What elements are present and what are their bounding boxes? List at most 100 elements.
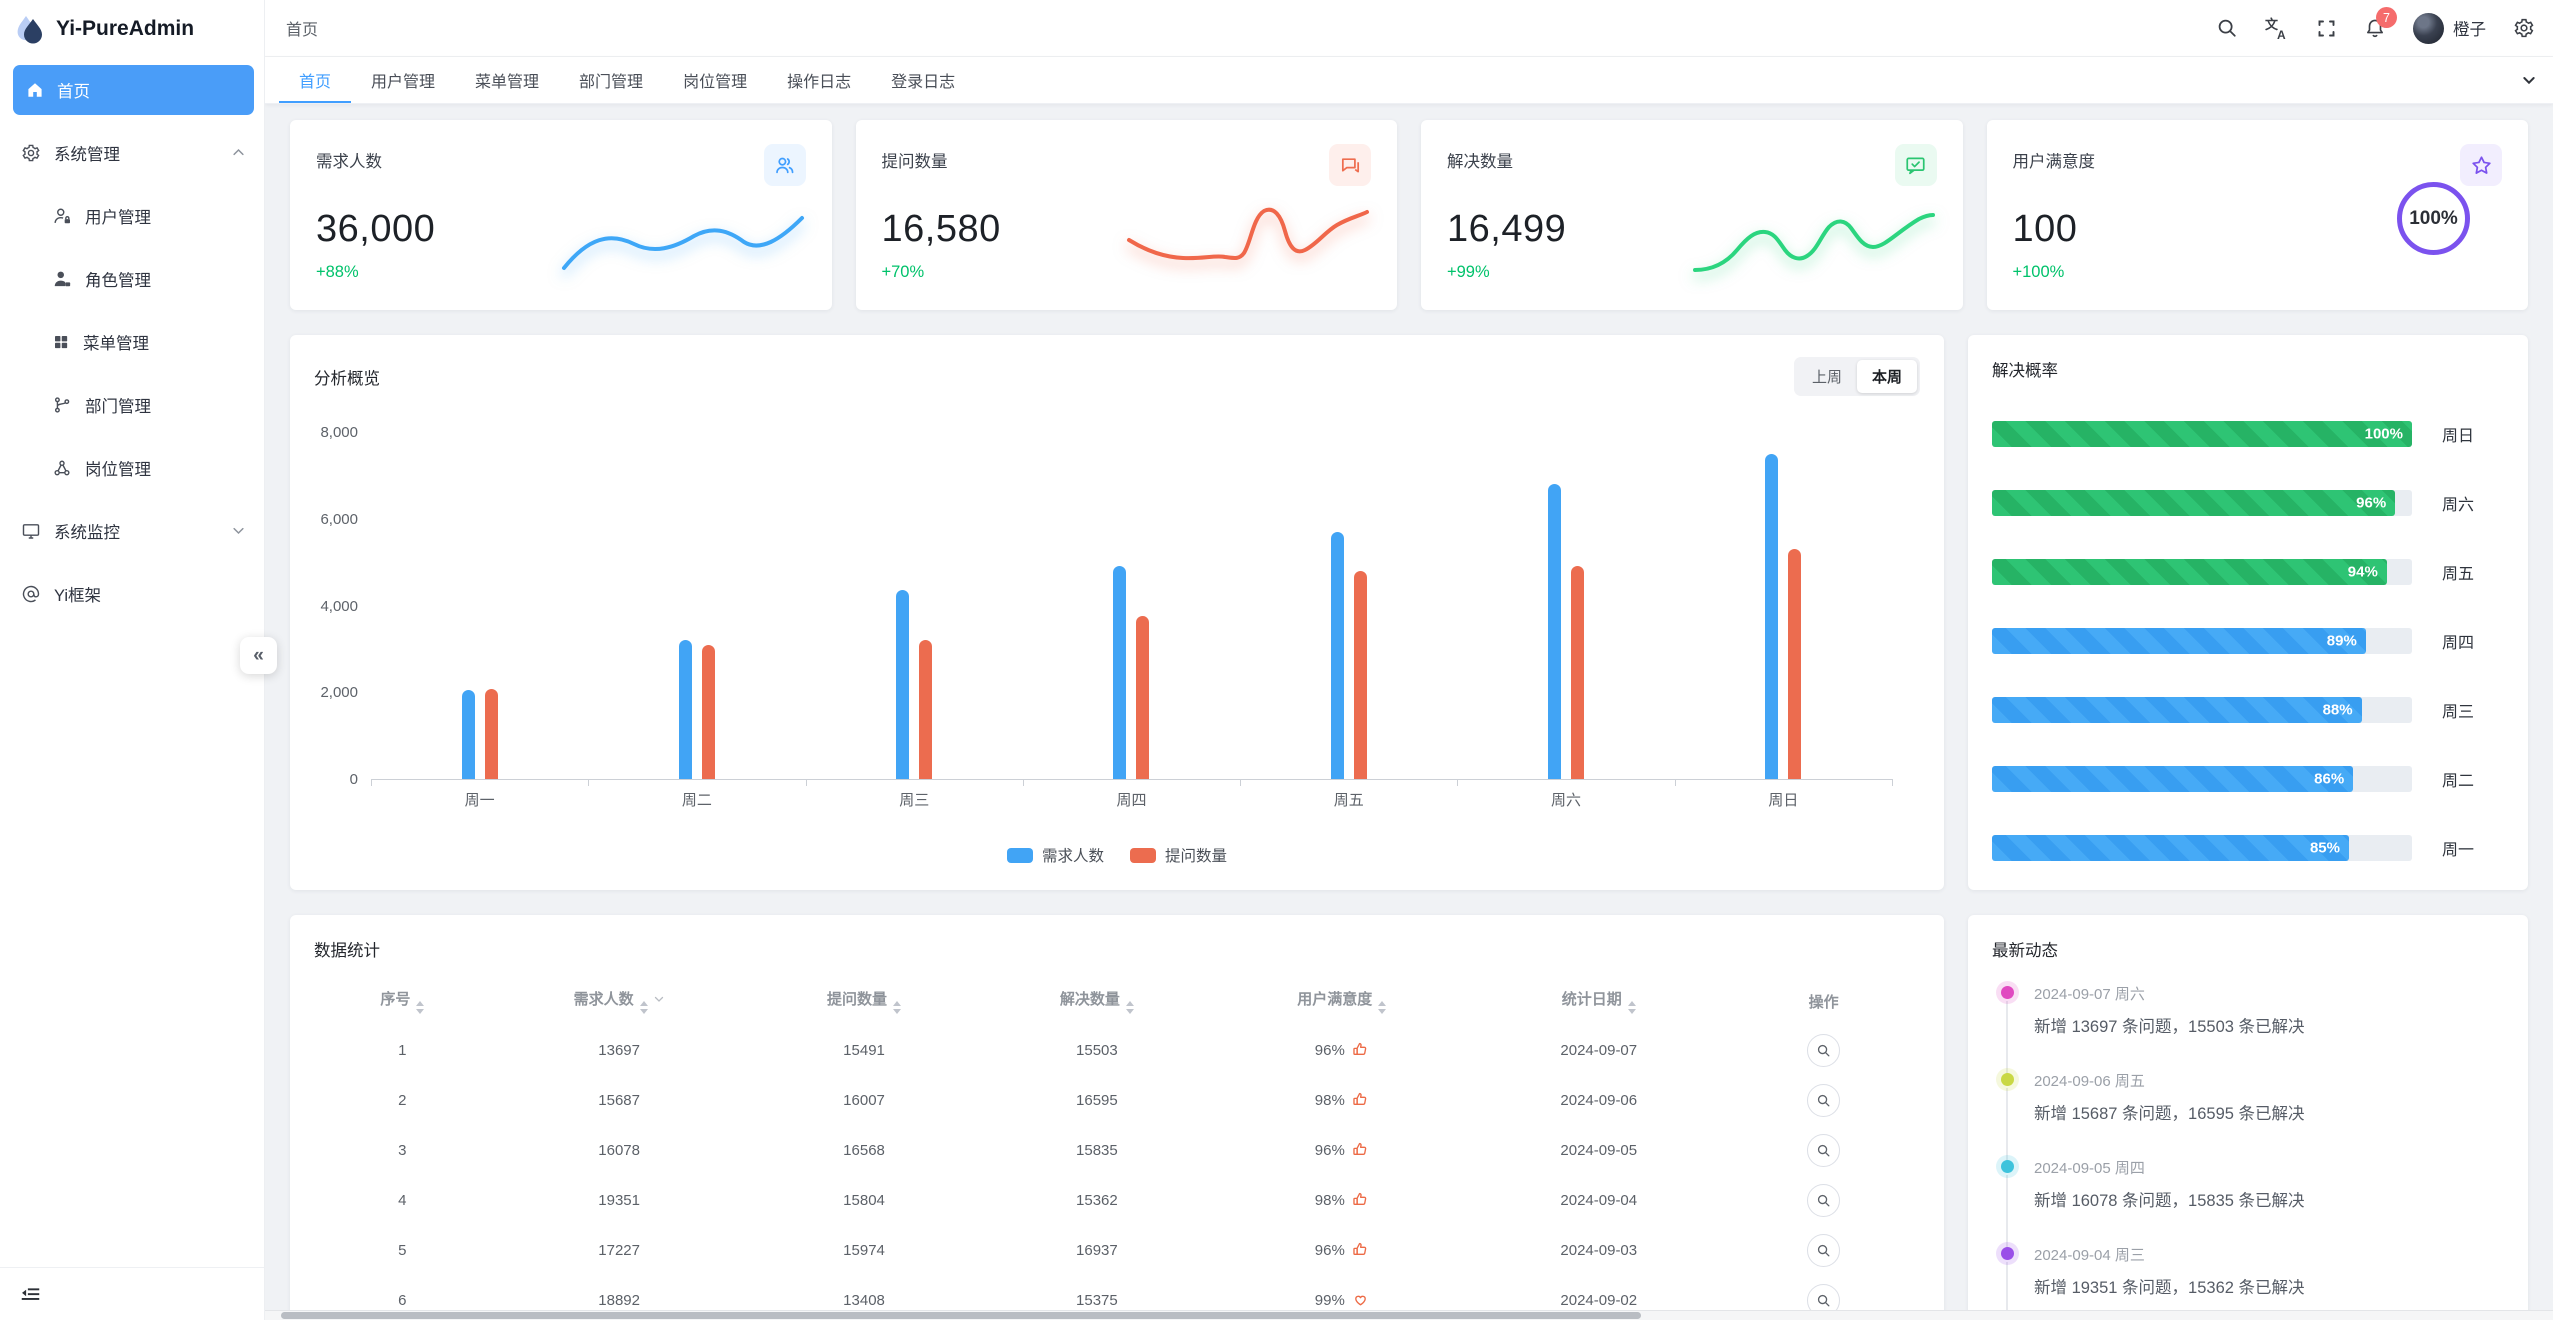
legend-item-需求人数[interactable]: 需求人数 [1006,844,1104,866]
axis-tick [805,779,807,786]
chart-legend: 需求人数 提问数量 [314,844,1920,866]
search-icon[interactable] [2216,17,2238,39]
sort-descending-icon[interactable] [639,1008,648,1014]
view-detail-button[interactable] [1807,1083,1841,1117]
fullscreen-icon[interactable] [2316,18,2337,39]
progress-row-周日: 100% 周日 [1992,421,2504,447]
sidebar-item-6[interactable]: 部门管理 [0,373,264,436]
sort-ascending-icon[interactable] [416,1001,425,1007]
sort-descending-icon[interactable] [1627,1008,1636,1014]
sort-carets[interactable] [1378,1001,1387,1014]
user-lock-icon [52,206,72,226]
column-header-解决数量[interactable]: 解决数量 [980,977,1213,1025]
sort-carets[interactable] [893,1001,902,1014]
column-header-用户满意度[interactable]: 用户满意度 [1213,977,1470,1025]
tabbar: 首页 用户管理 菜单管理 部门管理 岗位管理 操作日志 登录日志 [265,57,2553,104]
tab-7[interactable]: 登录日志 [871,57,975,103]
week-toggle-上周[interactable]: 上周 [1811,369,1842,386]
view-detail-button[interactable] [1807,1233,1841,1267]
filter-chevron-down-icon[interactable] [653,993,665,1005]
progress-day-label: 周三 [2442,704,2475,721]
sidebar-collapse-button[interactable]: « [240,637,277,674]
view-detail-button[interactable] [1807,1183,1841,1217]
sort-carets[interactable] [1125,1001,1134,1014]
cell-date: 2024-09-07 [1560,1041,1638,1059]
sidebar-item-2[interactable]: 系统管理 [0,121,264,184]
cell-demand: 16078 [598,1141,640,1159]
horizontal-scrollbar-thumb[interactable] [281,1312,1641,1319]
cell-solved: 16937 [1076,1241,1118,1259]
column-header-操作[interactable]: 操作 [1727,977,1920,1025]
progress-day-label: 周六 [2442,497,2475,514]
timeline: 2024-09-07 周六 新增 13697 条问题，15503 条已解决 2024… [1992,983,2504,1320]
progress-track: 86% [1992,766,2412,792]
sort-descending-icon[interactable] [1378,1008,1387,1014]
cell-date: 2024-09-02 [1560,1291,1638,1309]
view-detail-button[interactable] [1807,1033,1841,1067]
sort-ascending-icon[interactable] [893,1001,902,1007]
stat-card-icon-box [1894,144,1937,186]
sort-descending-icon[interactable] [416,1008,425,1014]
tab-3[interactable]: 菜单管理 [455,57,559,103]
breadcrumb[interactable]: 首页 [286,22,319,39]
analysis-overview-title: 分析概览 [314,369,380,388]
sort-ascending-icon[interactable] [1125,1001,1134,1007]
notifications-bell-icon[interactable]: 7 [2364,7,2397,39]
week-toggle-本周[interactable]: 本周 [1856,360,1917,393]
sidebar-item-label: 系统监控 [54,523,120,542]
progress-day-label: 周二 [2442,773,2475,790]
cell-date: 2024-09-03 [1560,1241,1638,1259]
sidebar-item-7[interactable]: 岗位管理 [0,436,264,499]
legend-item-提问数量[interactable]: 提问数量 [1130,844,1227,866]
table-row: 2 15687 16007 16595 98% 2024-09-06 [314,1075,1920,1125]
logo[interactable]: Yi-PureAdmin [0,0,264,57]
column-header-提问数量[interactable]: 提问数量 [748,977,981,1025]
tabs-chevron-down-icon[interactable] [2521,57,2537,103]
sort-descending-icon[interactable] [893,1008,902,1014]
sort-ascending-icon[interactable] [639,1001,648,1007]
tab-6[interactable]: 操作日志 [767,57,871,103]
tab-2[interactable]: 用户管理 [351,57,455,103]
sort-carets[interactable] [416,1001,425,1014]
tab-label: 操作日志 [787,74,852,91]
x-axis-label: 周四 [1116,792,1147,809]
sort-carets[interactable] [1627,1001,1636,1014]
tab-5[interactable]: 岗位管理 [663,57,767,103]
cell-date: 2024-09-04 [1560,1191,1638,1209]
bar-提问数量 [1788,549,1802,779]
progress-track: 100% [1992,421,2412,447]
progress-value: 85% [2309,839,2340,857]
progress-track: 94% [1992,559,2412,585]
statistics-table: 序号 需求人数 提问数量 解决数量 用户满意度 统计日期 操作 1 13697 15491 1550… [314,977,1920,1320]
sort-ascending-icon[interactable] [1627,1001,1636,1007]
tab-4[interactable]: 部门管理 [559,57,663,103]
stat-card-icon-box [1329,144,1371,186]
settings-gear-icon[interactable] [2513,17,2535,39]
sidebar-item-9[interactable]: Yi框架 [0,562,264,625]
view-detail-button[interactable] [1807,1133,1841,1167]
cell-date: 2024-09-06 [1560,1091,1638,1109]
bar-提问数量 [484,689,498,779]
x-axis-label: 周三 [899,792,930,809]
progress-track: 96% [1992,490,2412,516]
bar-提问数量 [701,645,715,779]
sidebar-item-3[interactable]: 用户管理 [0,184,264,247]
sort-ascending-icon[interactable] [1378,1001,1387,1007]
column-header-统计日期[interactable]: 统计日期 [1470,977,1727,1025]
column-header-需求人数[interactable]: 需求人数 [491,977,748,1025]
sort-descending-icon[interactable] [1125,1008,1134,1014]
sidebar-item-5[interactable]: 菜单管理 [0,310,264,373]
progress-value: 96% [2356,494,2387,512]
sidebar-item-8[interactable]: 系统监控 [0,499,264,562]
sidebar-item-4[interactable]: 角色管理 [0,247,264,310]
role-user-icon [52,269,72,289]
user-menu[interactable]: 橙子 [2413,12,2486,44]
menu-fold-icon[interactable] [20,1284,41,1305]
column-header-序号[interactable]: 序号 [314,977,491,1025]
sort-carets[interactable] [639,1001,648,1014]
stat-card-icon-box [763,144,806,186]
stat-cards-row: 需求人数 36,000 +88% 提问数量 16,580 +70% 解决数量 16,499 +9… [290,120,2528,310]
tab-1[interactable]: 首页 [279,57,352,103]
sidebar-item-1[interactable]: 首页 [13,65,254,115]
